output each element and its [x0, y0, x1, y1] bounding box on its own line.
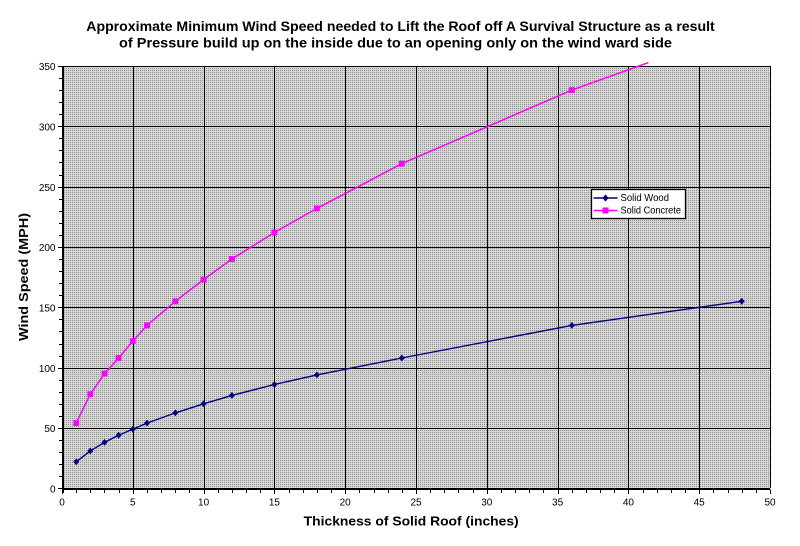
svg-text:350: 350 [39, 62, 56, 73]
svg-text:35: 35 [552, 498, 564, 509]
svg-text:30: 30 [481, 498, 493, 509]
svg-text:of Pressure build up on the in: of Pressure build up on the inside due t… [119, 36, 673, 51]
svg-text:Wind Speed (MPH): Wind Speed (MPH) [16, 213, 31, 341]
svg-text:300: 300 [39, 123, 56, 134]
svg-text:10: 10 [198, 498, 210, 509]
svg-text:0: 0 [59, 498, 65, 509]
svg-text:45: 45 [694, 498, 706, 509]
svg-text:25: 25 [410, 498, 422, 509]
svg-text:250: 250 [39, 183, 56, 194]
svg-text:40: 40 [623, 498, 635, 509]
svg-text:15: 15 [269, 498, 281, 509]
svg-text:100: 100 [39, 364, 56, 375]
svg-text:0: 0 [50, 485, 56, 496]
svg-text:Solid Concrete: Solid Concrete [621, 206, 682, 217]
svg-text:150: 150 [39, 304, 56, 315]
svg-text:200: 200 [39, 243, 56, 254]
svg-text:50: 50 [44, 424, 56, 435]
svg-text:20: 20 [340, 498, 352, 509]
svg-text:Thickness of Solid Roof (inche: Thickness of Solid Roof (inches) [304, 514, 519, 529]
svg-text:Solid Wood: Solid Wood [621, 193, 670, 204]
svg-text:Approximate Minimum Wind Speed: Approximate Minimum Wind Speed needed to… [86, 19, 715, 34]
svg-text:5: 5 [130, 498, 136, 509]
svg-text:50: 50 [764, 498, 776, 509]
